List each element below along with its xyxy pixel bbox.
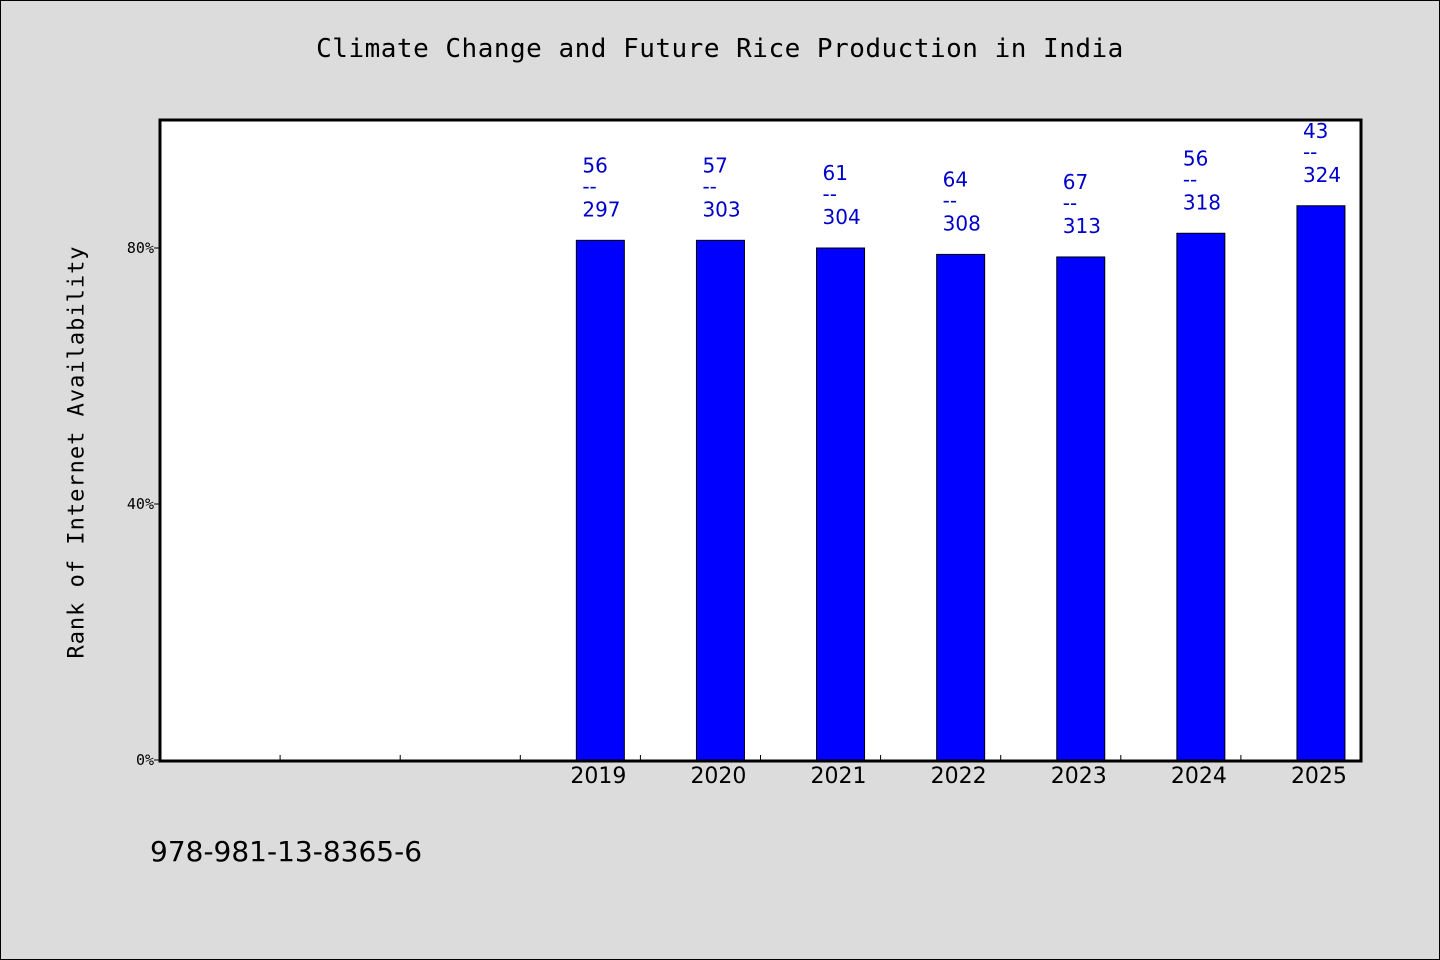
data-label-top: 64 <box>943 167 968 191</box>
footer-isbn: 978-981-13-8365-6 <box>150 835 423 868</box>
data-label-bottom: 308 <box>943 211 981 235</box>
bar <box>695 239 745 761</box>
data-label-top: 57 <box>702 153 727 177</box>
x-tick-label: 2025 <box>1291 764 1347 789</box>
data-label-top: 67 <box>1063 170 1088 194</box>
chart-marks: 0%40%80%56--297201957--303202061--304202… <box>127 119 1347 789</box>
data-label-bottom: 324 <box>1303 163 1341 187</box>
data-label-separator: -- <box>702 174 716 198</box>
chart-title: Climate Change and Future Rice Productio… <box>316 34 1124 64</box>
y-tick-label: 0% <box>136 751 154 769</box>
y-tick-label: 80% <box>127 239 154 257</box>
data-label-separator: -- <box>1183 167 1197 191</box>
bar <box>1176 232 1226 761</box>
bar <box>1296 205 1346 761</box>
data-label-bottom: 318 <box>1183 190 1221 214</box>
data-label-bottom: 297 <box>582 197 620 221</box>
data-label-bottom: 313 <box>1063 214 1101 238</box>
bar <box>1056 256 1106 761</box>
data-label-top: 56 <box>582 153 607 177</box>
data-label-separator: -- <box>943 188 957 212</box>
x-tick-label: 2023 <box>1051 764 1107 789</box>
data-label-separator: -- <box>582 174 596 198</box>
bar <box>816 247 866 761</box>
x-tick-label: 2021 <box>811 764 867 789</box>
data-label-bottom: 304 <box>823 205 861 229</box>
plot-area <box>158 118 1363 763</box>
data-label-bottom: 303 <box>702 197 740 221</box>
x-tick-label: 2020 <box>690 764 746 789</box>
data-label-top: 61 <box>823 161 848 185</box>
data-label-separator: -- <box>823 182 837 206</box>
x-tick-label: 2019 <box>570 764 626 789</box>
data-label-separator: -- <box>1063 191 1077 215</box>
data-label-separator: -- <box>1303 140 1317 164</box>
data-label-top: 43 <box>1303 119 1328 143</box>
x-tick-label: 2022 <box>931 764 987 789</box>
data-label-top: 56 <box>1183 146 1208 170</box>
y-tick-label: 40% <box>127 495 154 513</box>
x-tick-label: 2024 <box>1171 764 1227 789</box>
bar <box>575 239 625 761</box>
bar <box>936 253 986 761</box>
